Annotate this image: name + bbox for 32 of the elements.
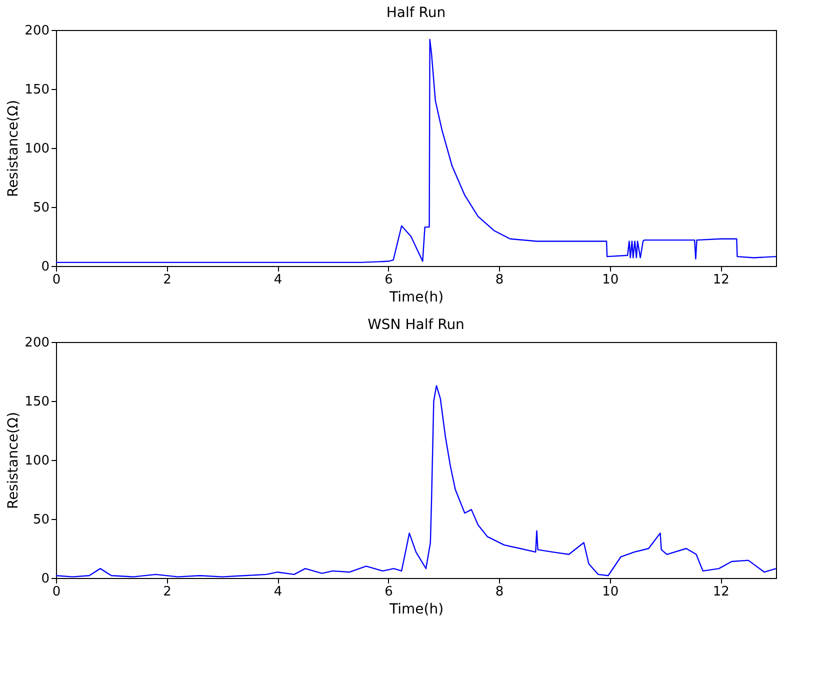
y-tick-label: 50 [32,200,50,216]
x-tick-label: 0 [52,272,61,288]
x-tick-label: 12 [712,584,730,600]
x-axis-title: Time(h) [388,290,444,306]
x-tick-label: 4 [274,584,282,600]
chart-title: Half Run [386,5,446,21]
y-axis-title: Resistance(Ω) [6,100,22,198]
x-tick-label: 6 [384,272,393,288]
y-tick-label: 100 [24,454,50,468]
line-series [55,38,777,264]
y-tick-label: 0 [41,572,50,586]
y-tick-label: 200 [24,336,50,350]
y-axis-title: Resistance(Ω) [6,412,22,510]
x-tick-label: 8 [495,584,504,600]
chart-title: WSN Half Run [368,317,464,333]
y-tick-label: 0 [41,260,50,274]
x-tick-label: 2 [163,272,172,288]
x-tick-label: 2 [163,584,172,600]
x-tick-label: 10 [602,584,619,600]
y-tick-label: 100 [24,142,50,156]
y-tick-label: 150 [24,394,50,410]
y-tick-label: 50 [32,512,50,528]
x-tick-label: 12 [712,272,730,288]
x-tick-label: 8 [495,272,504,288]
x-tick-label: 4 [274,272,282,288]
x-tick-label: 6 [384,584,393,600]
x-tick-label: 10 [602,272,619,288]
x-axis-title: Time(h) [388,602,444,618]
line-series [55,385,777,578]
x-tick-label: 0 [52,584,61,600]
y-tick-label: 200 [24,24,50,38]
y-tick-label: 150 [24,82,50,98]
